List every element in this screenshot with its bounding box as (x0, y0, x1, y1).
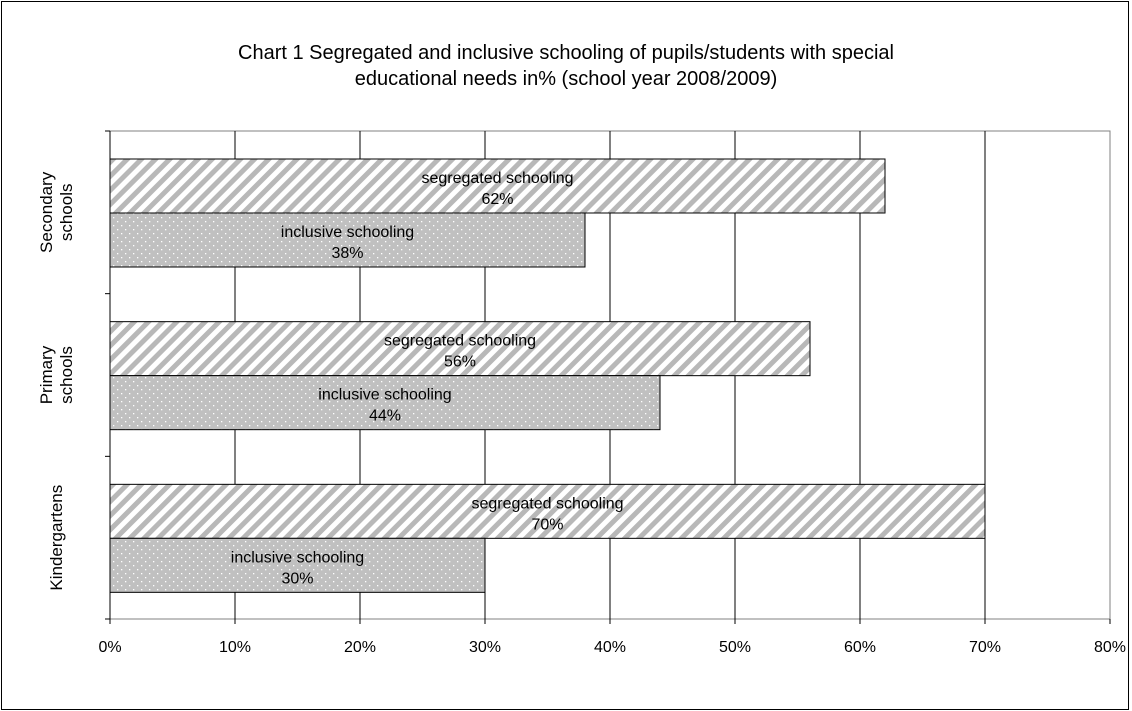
data-label: segregated schooling 62% (421, 170, 573, 208)
x-tick-label: 40% (594, 639, 626, 656)
data-label: inclusive schooling 44% (318, 387, 451, 425)
data-label: segregated schooling 56% (384, 333, 536, 371)
category-label: Kindergartens (47, 485, 66, 591)
data-label: inclusive schooling 30% (231, 549, 364, 587)
data-label: segregated schooling 70% (471, 495, 623, 533)
inclusive-bar (109, 375, 661, 431)
data-labels: segregated schooling 62%inclusive schooli… (231, 170, 624, 587)
x-tick-label: 30% (469, 639, 501, 656)
x-tick-label: 60% (844, 639, 876, 656)
inclusive-bar (109, 212, 586, 268)
chart-title: Chart 1 Segregated and inclusive schooli… (238, 42, 894, 90)
axes: 0% 10% 20% 30% 40% 50% 60% 70% 80% Secondaryschoo… (37, 130, 1126, 656)
bars (109, 158, 986, 593)
segregated-bar (109, 158, 886, 214)
x-tick-label: 0% (98, 639, 121, 656)
category-label: Primaryschools (37, 345, 76, 404)
x-tick-label: 50% (719, 639, 751, 656)
x-tick-label: 70% (969, 639, 1001, 656)
x-tick-label: 20% (344, 639, 376, 656)
x-tick-label: 80% (1094, 639, 1126, 656)
x-tick-label: 10% (219, 639, 251, 656)
segregated-bar (109, 483, 986, 539)
inclusive-bar (109, 537, 486, 593)
segregated-bar (109, 321, 811, 377)
category-label: Secondaryschools (37, 171, 76, 253)
data-label: inclusive schooling 38% (281, 224, 414, 262)
